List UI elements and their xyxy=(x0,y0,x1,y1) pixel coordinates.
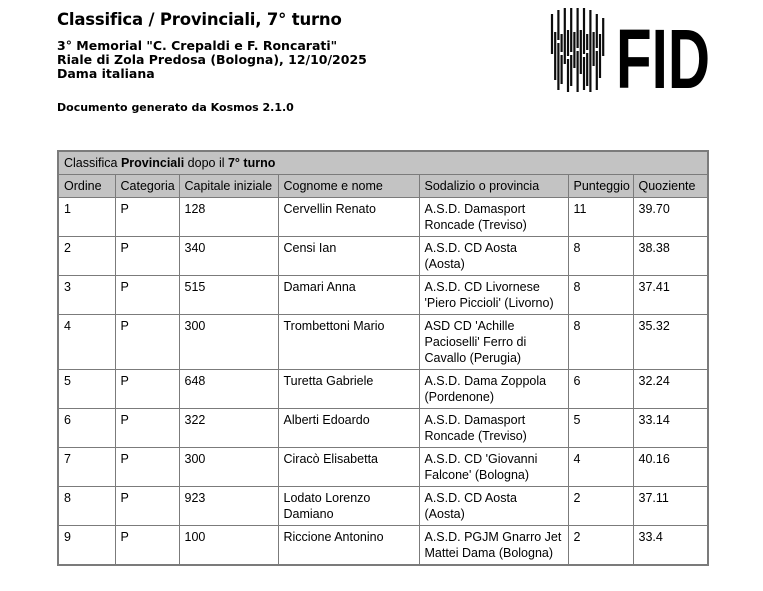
cell-quoziente: 35.32 xyxy=(632,314,709,370)
fid-logo: FID xyxy=(550,8,712,106)
column-header-punteggio: Punteggio xyxy=(567,174,634,198)
cell-sodalizio: A.S.D. Damasport Roncade (Treviso) xyxy=(418,408,569,448)
cell-quoziente: 38.38 xyxy=(632,236,709,276)
generator-note: Documento generato da Kosmos 2.1.0 xyxy=(57,101,294,114)
cell-categoria: P xyxy=(114,408,180,448)
caption-part: dopo il xyxy=(184,156,228,170)
table-caption-row: Classifica Provinciali dopo il 7° turno xyxy=(57,150,709,175)
document-header: Classifica / Provinciali, 7° turno 3° Me… xyxy=(57,10,367,114)
cell-nome: Riccione Antonino xyxy=(277,525,420,566)
cell-capitale: 300 xyxy=(178,314,279,370)
cell-sodalizio: A.S.D. Damasport Roncade (Treviso) xyxy=(418,197,569,237)
cell-categoria: P xyxy=(114,486,180,526)
table-row: 5 P 648 Turetta Gabriele A.S.D. Dama Zoppola… xyxy=(57,369,709,409)
table-header-row: Ordine Categoria Capitale iniziale Cogno… xyxy=(57,174,709,198)
cell-ordine: 7 xyxy=(57,447,116,487)
table-row: 4 P 300 Trombettoni Mario ASD CD 'Achille Pa… xyxy=(57,314,709,370)
cell-sodalizio: A.S.D. CD Aosta (Aosta) xyxy=(418,486,569,526)
table-row: 3 P 515 Damari Anna A.S.D. CD Livornese 'Pie… xyxy=(57,275,709,315)
event-name: 3° Memorial "C. Crepaldi e F. Roncarati" xyxy=(57,38,338,53)
fid-logo-graphic: FID xyxy=(550,8,710,106)
cell-sodalizio: A.S.D. Dama Zoppola (Pordenone) xyxy=(418,369,569,409)
column-header-cognome: Cognome e nome xyxy=(277,174,420,198)
cell-nome: Trombettoni Mario xyxy=(277,314,420,370)
column-header-ordine: Ordine xyxy=(57,174,116,198)
cell-capitale: 100 xyxy=(178,525,279,566)
column-header-capitale: Capitale iniziale xyxy=(178,174,279,198)
column-header-categoria: Categoria xyxy=(114,174,180,198)
event-location-date: Riale di Zola Predosa (Bologna), 12/10/2… xyxy=(57,52,367,67)
cell-capitale: 648 xyxy=(178,369,279,409)
event-subtitle: 3° Memorial "C. Crepaldi e F. Roncarati"… xyxy=(57,39,367,81)
cell-quoziente: 32.24 xyxy=(632,369,709,409)
cell-ordine: 3 xyxy=(57,275,116,315)
cell-quoziente: 37.41 xyxy=(632,275,709,315)
cell-ordine: 5 xyxy=(57,369,116,409)
cell-quoziente: 40.16 xyxy=(632,447,709,487)
cell-capitale: 322 xyxy=(178,408,279,448)
cell-categoria: P xyxy=(114,447,180,487)
caption-strong: 7° turno xyxy=(227,156,276,170)
cell-nome: Turetta Gabriele xyxy=(277,369,420,409)
table-row: 2 P 340 Censi Ian A.S.D. CD Aosta (Aosta) 8 38… xyxy=(57,236,709,276)
cell-ordine: 1 xyxy=(57,197,116,237)
table-row: 8 P 923 Lodato Lorenzo Damiano A.S.D. CD Aos… xyxy=(57,486,709,526)
cell-ordine: 6 xyxy=(57,408,116,448)
column-header-quoziente: Quoziente xyxy=(632,174,709,198)
table-caption: Classifica Provinciali dopo il 7° turno xyxy=(57,150,709,175)
page-title: Classifica / Provinciali, 7° turno xyxy=(57,10,342,29)
cell-categoria: P xyxy=(114,314,180,370)
cell-sodalizio: A.S.D. PGJM Gnarro Jet Mattei Dama (Bolo… xyxy=(418,525,569,566)
cell-punteggio: 2 xyxy=(567,486,634,526)
cell-quoziente: 33.14 xyxy=(632,408,709,448)
cell-ordine: 2 xyxy=(57,236,116,276)
cell-sodalizio: A.S.D. CD 'Giovanni Falcone' (Bologna) xyxy=(418,447,569,487)
cell-punteggio: 4 xyxy=(567,447,634,487)
cell-capitale: 340 xyxy=(178,236,279,276)
fid-logo-text: FID xyxy=(616,12,710,100)
cell-ordine: 8 xyxy=(57,486,116,526)
cell-capitale: 515 xyxy=(178,275,279,315)
cell-nome: Cervellin Renato xyxy=(277,197,420,237)
cell-punteggio: 8 xyxy=(567,314,634,370)
cell-ordine: 9 xyxy=(57,525,116,566)
cell-nome: Censi Ian xyxy=(277,236,420,276)
caption-strong: Provinciali xyxy=(120,156,185,170)
event-game-type: Dama italiana xyxy=(57,66,155,81)
cell-sodalizio: ASD CD 'Achille Pacioselli' Ferro di Cav… xyxy=(418,314,569,370)
cell-nome: Damari Anna xyxy=(277,275,420,315)
table-row: 1 P 128 Cervellin Renato A.S.D. Damasport Ro… xyxy=(57,197,709,237)
cell-punteggio: 2 xyxy=(567,525,634,566)
cell-categoria: P xyxy=(114,275,180,315)
cell-quoziente: 39.70 xyxy=(632,197,709,237)
cell-punteggio: 8 xyxy=(567,275,634,315)
cell-categoria: P xyxy=(114,236,180,276)
cell-punteggio: 6 xyxy=(567,369,634,409)
cell-nome: Ciracò Elisabetta xyxy=(277,447,420,487)
cell-sodalizio: A.S.D. CD Livornese 'Piero Piccioli' (Li… xyxy=(418,275,569,315)
cell-punteggio: 5 xyxy=(567,408,634,448)
classifica-table: Classifica Provinciali dopo il 7° turno … xyxy=(57,150,709,566)
cell-categoria: P xyxy=(114,525,180,566)
cell-capitale: 300 xyxy=(178,447,279,487)
cell-categoria: P xyxy=(114,197,180,237)
cell-punteggio: 8 xyxy=(567,236,634,276)
table-row: 6 P 322 Alberti Edoardo A.S.D. Damasport Ron… xyxy=(57,408,709,448)
table-row: 9 P 100 Riccione Antonino A.S.D. PGJM Gnarro… xyxy=(57,525,709,566)
cell-ordine: 4 xyxy=(57,314,116,370)
caption-part: Classifica xyxy=(64,156,121,170)
cell-capitale: 128 xyxy=(178,197,279,237)
table-row: 7 P 300 Ciracò Elisabetta A.S.D. CD 'Giovann… xyxy=(57,447,709,487)
cell-categoria: P xyxy=(114,369,180,409)
cell-punteggio: 11 xyxy=(567,197,634,237)
cell-sodalizio: A.S.D. CD Aosta (Aosta) xyxy=(418,236,569,276)
cell-nome: Alberti Edoardo xyxy=(277,408,420,448)
column-header-sodalizio: Sodalizio o provincia xyxy=(418,174,569,198)
cell-capitale: 923 xyxy=(178,486,279,526)
cell-quoziente: 33.4 xyxy=(632,525,709,566)
cell-nome: Lodato Lorenzo Damiano xyxy=(277,486,420,526)
fid-barcode-icon xyxy=(550,8,605,92)
cell-quoziente: 37.11 xyxy=(632,486,709,526)
